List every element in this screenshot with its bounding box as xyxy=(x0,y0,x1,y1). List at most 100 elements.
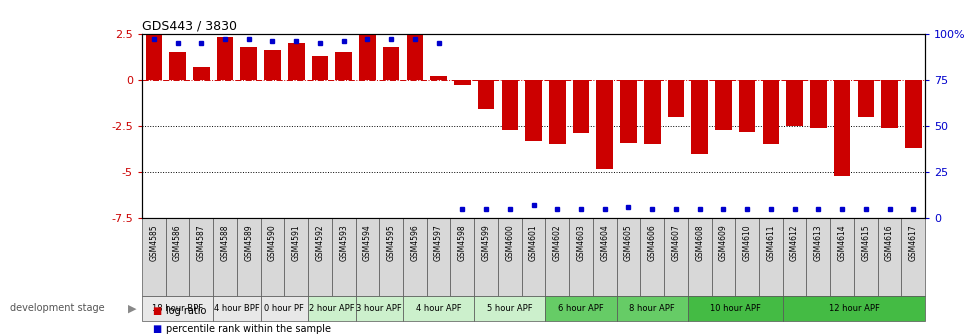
Text: GSM4597: GSM4597 xyxy=(433,224,443,261)
Text: GSM4604: GSM4604 xyxy=(600,224,608,261)
Bar xyxy=(640,218,663,296)
Text: GSM4614: GSM4614 xyxy=(837,224,846,261)
Text: ■: ■ xyxy=(152,306,160,316)
Bar xyxy=(477,80,494,109)
Text: GSM4588: GSM4588 xyxy=(220,224,229,261)
Text: ▶: ▶ xyxy=(128,303,136,313)
Bar xyxy=(806,218,829,296)
Bar xyxy=(690,80,707,154)
Bar xyxy=(359,35,376,80)
Bar xyxy=(545,296,616,321)
Bar xyxy=(521,218,545,296)
Bar xyxy=(308,218,332,296)
Bar xyxy=(146,35,162,80)
Bar xyxy=(426,218,450,296)
Text: GSM4605: GSM4605 xyxy=(623,224,633,261)
Text: 4 hour BPF: 4 hour BPF xyxy=(214,304,259,313)
Text: GSM4586: GSM4586 xyxy=(173,224,182,261)
Text: 3 hour APF: 3 hour APF xyxy=(356,304,402,313)
Text: GSM4590: GSM4590 xyxy=(268,224,277,261)
Text: GSM4616: GSM4616 xyxy=(884,224,893,261)
Bar xyxy=(311,56,328,80)
Text: GSM4602: GSM4602 xyxy=(553,224,561,261)
Text: 0 hour PF: 0 hour PF xyxy=(264,304,304,313)
Text: GSM4611: GSM4611 xyxy=(766,224,775,261)
Bar xyxy=(335,52,352,80)
Text: GSM4596: GSM4596 xyxy=(410,224,419,261)
Bar xyxy=(593,218,616,296)
Text: ■: ■ xyxy=(152,324,160,334)
Text: 12 hour APF: 12 hour APF xyxy=(827,304,878,313)
Bar xyxy=(596,80,612,168)
Bar xyxy=(829,218,853,296)
Bar xyxy=(688,296,782,321)
Bar xyxy=(430,76,447,80)
Bar xyxy=(169,52,186,80)
Text: 2 hour APF: 2 hour APF xyxy=(309,304,354,313)
Bar xyxy=(142,296,213,321)
Bar xyxy=(758,218,782,296)
Bar xyxy=(619,80,636,142)
Bar xyxy=(332,218,355,296)
Text: GSM4591: GSM4591 xyxy=(291,224,300,261)
Bar xyxy=(501,80,517,130)
Bar xyxy=(616,296,688,321)
Bar xyxy=(355,218,378,296)
Text: GSM4609: GSM4609 xyxy=(718,224,728,261)
Bar xyxy=(785,80,802,126)
Text: GSM4615: GSM4615 xyxy=(861,224,869,261)
Bar xyxy=(288,43,304,80)
Text: GSM4599: GSM4599 xyxy=(481,224,490,261)
Bar xyxy=(264,50,281,80)
Bar xyxy=(403,218,426,296)
Bar xyxy=(762,80,778,144)
Text: GSM4594: GSM4594 xyxy=(363,224,372,261)
Bar xyxy=(406,35,422,80)
Bar xyxy=(880,80,897,128)
Text: 18 hour BPF: 18 hour BPF xyxy=(152,304,202,313)
Bar xyxy=(901,218,924,296)
Bar xyxy=(711,218,734,296)
Bar xyxy=(734,218,758,296)
Text: GDS443 / 3830: GDS443 / 3830 xyxy=(142,19,237,33)
Bar xyxy=(378,218,403,296)
Bar xyxy=(568,218,593,296)
Text: GSM4601: GSM4601 xyxy=(528,224,538,261)
Text: GSM4587: GSM4587 xyxy=(197,224,205,261)
Bar xyxy=(833,80,850,176)
Bar xyxy=(644,80,660,144)
Bar xyxy=(904,80,920,148)
Bar xyxy=(782,296,924,321)
Text: log ratio: log ratio xyxy=(166,306,206,316)
Bar xyxy=(498,218,521,296)
Bar xyxy=(688,218,711,296)
Text: 4 hour APF: 4 hour APF xyxy=(416,304,461,313)
Text: GSM4593: GSM4593 xyxy=(338,224,348,261)
Bar xyxy=(189,218,213,296)
Bar xyxy=(549,80,565,144)
Bar xyxy=(473,218,498,296)
Text: GSM4600: GSM4600 xyxy=(505,224,513,261)
Bar xyxy=(308,296,355,321)
Bar xyxy=(142,218,165,296)
Bar xyxy=(473,296,545,321)
Text: GSM4595: GSM4595 xyxy=(386,224,395,261)
Text: GSM4603: GSM4603 xyxy=(576,224,585,261)
Bar xyxy=(165,218,189,296)
Bar xyxy=(667,80,684,117)
Bar xyxy=(545,218,568,296)
Bar xyxy=(213,218,237,296)
Bar xyxy=(260,218,284,296)
Bar xyxy=(572,80,589,133)
Text: 10 hour APF: 10 hour APF xyxy=(709,304,760,313)
Text: 6 hour APF: 6 hour APF xyxy=(557,304,603,313)
Text: GSM4585: GSM4585 xyxy=(150,224,158,261)
Bar xyxy=(738,80,755,131)
Bar xyxy=(782,218,806,296)
Text: 8 hour APF: 8 hour APF xyxy=(629,304,675,313)
Text: GSM4598: GSM4598 xyxy=(458,224,467,261)
Text: GSM4589: GSM4589 xyxy=(244,224,253,261)
Text: GSM4607: GSM4607 xyxy=(671,224,680,261)
Text: GSM4613: GSM4613 xyxy=(813,224,822,261)
Bar xyxy=(284,218,308,296)
